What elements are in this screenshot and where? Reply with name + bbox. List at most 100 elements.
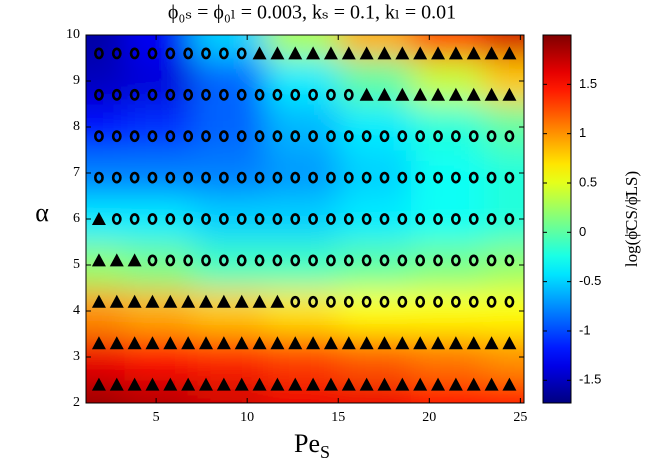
marker-triangle [484, 377, 499, 391]
marker-circle [183, 171, 194, 184]
marker-triangle [484, 336, 499, 350]
marker-circle [290, 295, 301, 308]
marker-circle [218, 47, 229, 60]
marker-circle [218, 88, 229, 101]
marker-circle [361, 130, 372, 143]
marker-triangle [109, 336, 124, 350]
marker-triangle [413, 46, 428, 60]
marker-circle [147, 88, 158, 101]
marker-circle [147, 171, 158, 184]
y-tick-label: 6 [73, 211, 80, 226]
marker-circle [504, 171, 515, 184]
marker-triangle [502, 87, 517, 101]
marker-triangle [181, 294, 196, 308]
marker-circle [201, 213, 211, 225]
marker-triangle [199, 336, 214, 350]
x-tick-label: 25 [513, 410, 527, 425]
y-tick-label: 10 [66, 27, 80, 42]
marker-circle [486, 295, 497, 308]
marker-circle [272, 254, 283, 267]
marker-triangle [91, 336, 106, 350]
marker-triangle [127, 336, 142, 350]
marker-circle [254, 130, 265, 143]
marker-triangle [270, 336, 285, 350]
marker-triangle [431, 377, 446, 391]
marker-triangle [127, 253, 142, 267]
marker-triangle [502, 46, 517, 60]
marker-triangle [252, 46, 267, 60]
heat-cell [411, 288, 485, 335]
marker-circle [183, 47, 194, 60]
marker-circle [450, 130, 461, 143]
marker-triangle [252, 377, 267, 391]
heat-cell [192, 58, 266, 105]
heat-cell [411, 104, 485, 151]
marker-circle [236, 213, 247, 225]
marker-circle [504, 130, 515, 143]
marker-circle [236, 254, 247, 267]
marker-circle [308, 213, 319, 225]
heat-cell [124, 104, 194, 151]
marker-triangle [91, 212, 106, 225]
y-axis-label: α [35, 198, 49, 227]
marker-circle [272, 213, 283, 225]
y-tick-label: 9 [73, 73, 80, 88]
marker-triangle [395, 87, 410, 101]
y-tick-label: 3 [73, 349, 80, 364]
marker-circle [326, 295, 336, 308]
marker-circle [415, 295, 426, 308]
heat-cell [124, 288, 194, 335]
marker-triangle [431, 46, 446, 60]
marker-circle [308, 171, 319, 184]
heat-cell [265, 35, 339, 59]
colorbar-tick-label: 0.5 [579, 174, 597, 189]
marker-circle [272, 130, 283, 143]
marker-triangle [199, 377, 214, 391]
marker-circle [201, 254, 211, 267]
heat-cell [124, 380, 194, 403]
marker-triangle [163, 336, 178, 350]
marker-circle [397, 130, 408, 143]
marker-circle [504, 213, 515, 225]
marker-triangle [448, 377, 463, 391]
marker-circle [468, 254, 479, 267]
marker-triangle [270, 377, 285, 391]
marker-circle [111, 171, 122, 184]
x-axis-label-subscript: S [320, 442, 330, 462]
marker-triangle [91, 377, 106, 391]
marker-triangle [431, 336, 446, 350]
marker-circle [326, 254, 336, 267]
marker-circle [201, 47, 211, 60]
marker-triangle [288, 336, 303, 350]
marker-circle [201, 171, 211, 184]
marker-circle [379, 295, 390, 308]
marker-circle [129, 213, 140, 225]
heat-cell [265, 380, 339, 403]
marker-circle [468, 295, 479, 308]
marker-circle [415, 130, 426, 143]
marker-triangle [466, 377, 481, 391]
marker-circle [397, 213, 408, 225]
marker-triangle [109, 377, 124, 391]
marker-triangle [395, 46, 410, 60]
marker-circle [486, 213, 497, 225]
marker-triangle [484, 46, 499, 60]
marker-circle [361, 295, 372, 308]
marker-circle [165, 47, 176, 60]
marker-triangle [145, 336, 160, 350]
marker-triangle [234, 336, 249, 350]
marker-triangle [341, 336, 356, 350]
heat-cell [265, 288, 339, 335]
heatmap [86, 35, 524, 403]
heat-cell [411, 380, 485, 403]
marker-triangle [323, 336, 338, 350]
marker-circle [433, 295, 443, 308]
marker-triangle [306, 46, 321, 60]
marker-circle [254, 254, 265, 267]
marker-triangle [127, 377, 142, 391]
marker-triangle [359, 87, 374, 101]
marker-triangle [199, 294, 214, 308]
marker-circle [379, 130, 390, 143]
marker-circle [450, 295, 461, 308]
x-axis-label-main: Pe [294, 429, 320, 458]
